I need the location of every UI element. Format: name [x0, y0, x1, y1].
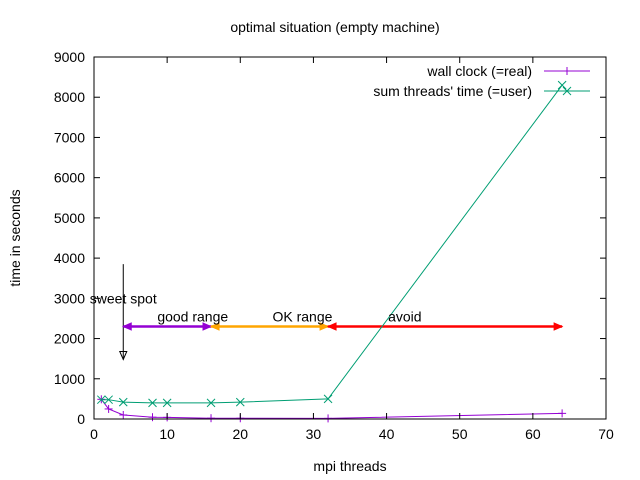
range-arrows [118, 264, 564, 361]
series-1-point [557, 80, 567, 90]
annotation-label: avoid [388, 308, 421, 324]
x-tick-label: 70 [598, 426, 614, 442]
series-1-point [118, 397, 128, 407]
y-tick-label: 5000 [54, 210, 85, 226]
series-0-point [148, 413, 157, 422]
y-axis-label: time in seconds [7, 189, 23, 286]
y-tick-label: 2000 [54, 331, 85, 347]
y-tick-label: 7000 [54, 129, 85, 145]
legend-marker-0 [563, 67, 571, 75]
series-1-point [206, 398, 216, 408]
series-0-point [104, 404, 113, 413]
x-tick-label: 60 [525, 426, 541, 442]
range-arrow-head-start-2 [209, 322, 220, 331]
x-tick-label: 30 [306, 426, 322, 442]
series-1-point [162, 398, 172, 408]
y-tick-label: 3000 [54, 290, 85, 306]
annotation-label: OK range [272, 308, 332, 324]
y-tick-label: 4000 [54, 250, 85, 266]
legend: wall clock (=real) sum threads' time (=us… [373, 63, 590, 99]
x-axis-label: mpi threads [313, 458, 386, 474]
series-1-point [148, 398, 157, 408]
series-0-point [119, 410, 128, 419]
legend-label: wall clock (=real) [426, 63, 532, 79]
range-arrow-head-end-0 [118, 350, 128, 361]
y-tick-label: 6000 [54, 170, 85, 186]
series-1-point [104, 395, 113, 405]
y-tick-label: 0 [77, 411, 85, 427]
annotation-label: sweet spot [90, 290, 157, 306]
axis-ticks: 0 10 20 30 40 50 60 70 0 1000 2000 3000 4000 5000 6000… [54, 49, 614, 442]
legend-label: sum threads' time (=user) [373, 83, 532, 99]
series-0-point [558, 409, 567, 418]
x-tick-label: 20 [232, 426, 248, 442]
series-line-1 [101, 84, 563, 404]
plot-frame [93, 56, 607, 420]
series-0-point [207, 414, 216, 423]
series-1-point [96, 395, 106, 405]
x-tick-label: 10 [159, 426, 175, 442]
x-tick-label: 50 [452, 426, 468, 442]
chart-title: optimal situation (empty machine) [230, 19, 439, 35]
series-0-point [324, 414, 333, 423]
x-tick-label: 0 [90, 426, 98, 442]
annotation-label: good range [157, 308, 228, 324]
y-tick-label: 8000 [54, 89, 85, 105]
series-1-point [235, 397, 245, 407]
range-arrow-head-start-3 [326, 322, 337, 331]
y-tick-label: 1000 [54, 371, 85, 387]
y-tick-label: 9000 [54, 49, 85, 65]
range-arrow-head-end-2 [319, 322, 330, 331]
range-arrow-head-start-1 [122, 322, 132, 331]
legend-marker-1 [562, 86, 572, 96]
series-1-point [323, 394, 333, 404]
range-arrow-head-end-1 [202, 322, 213, 331]
range-arrow-head-end-3 [553, 322, 564, 331]
x-tick-label: 40 [379, 426, 395, 442]
series-layer [96, 80, 567, 423]
